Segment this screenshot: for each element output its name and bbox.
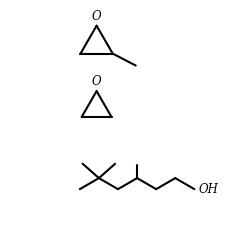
Text: O: O	[91, 10, 101, 23]
Text: O: O	[91, 75, 101, 88]
Text: OH: OH	[198, 183, 217, 196]
